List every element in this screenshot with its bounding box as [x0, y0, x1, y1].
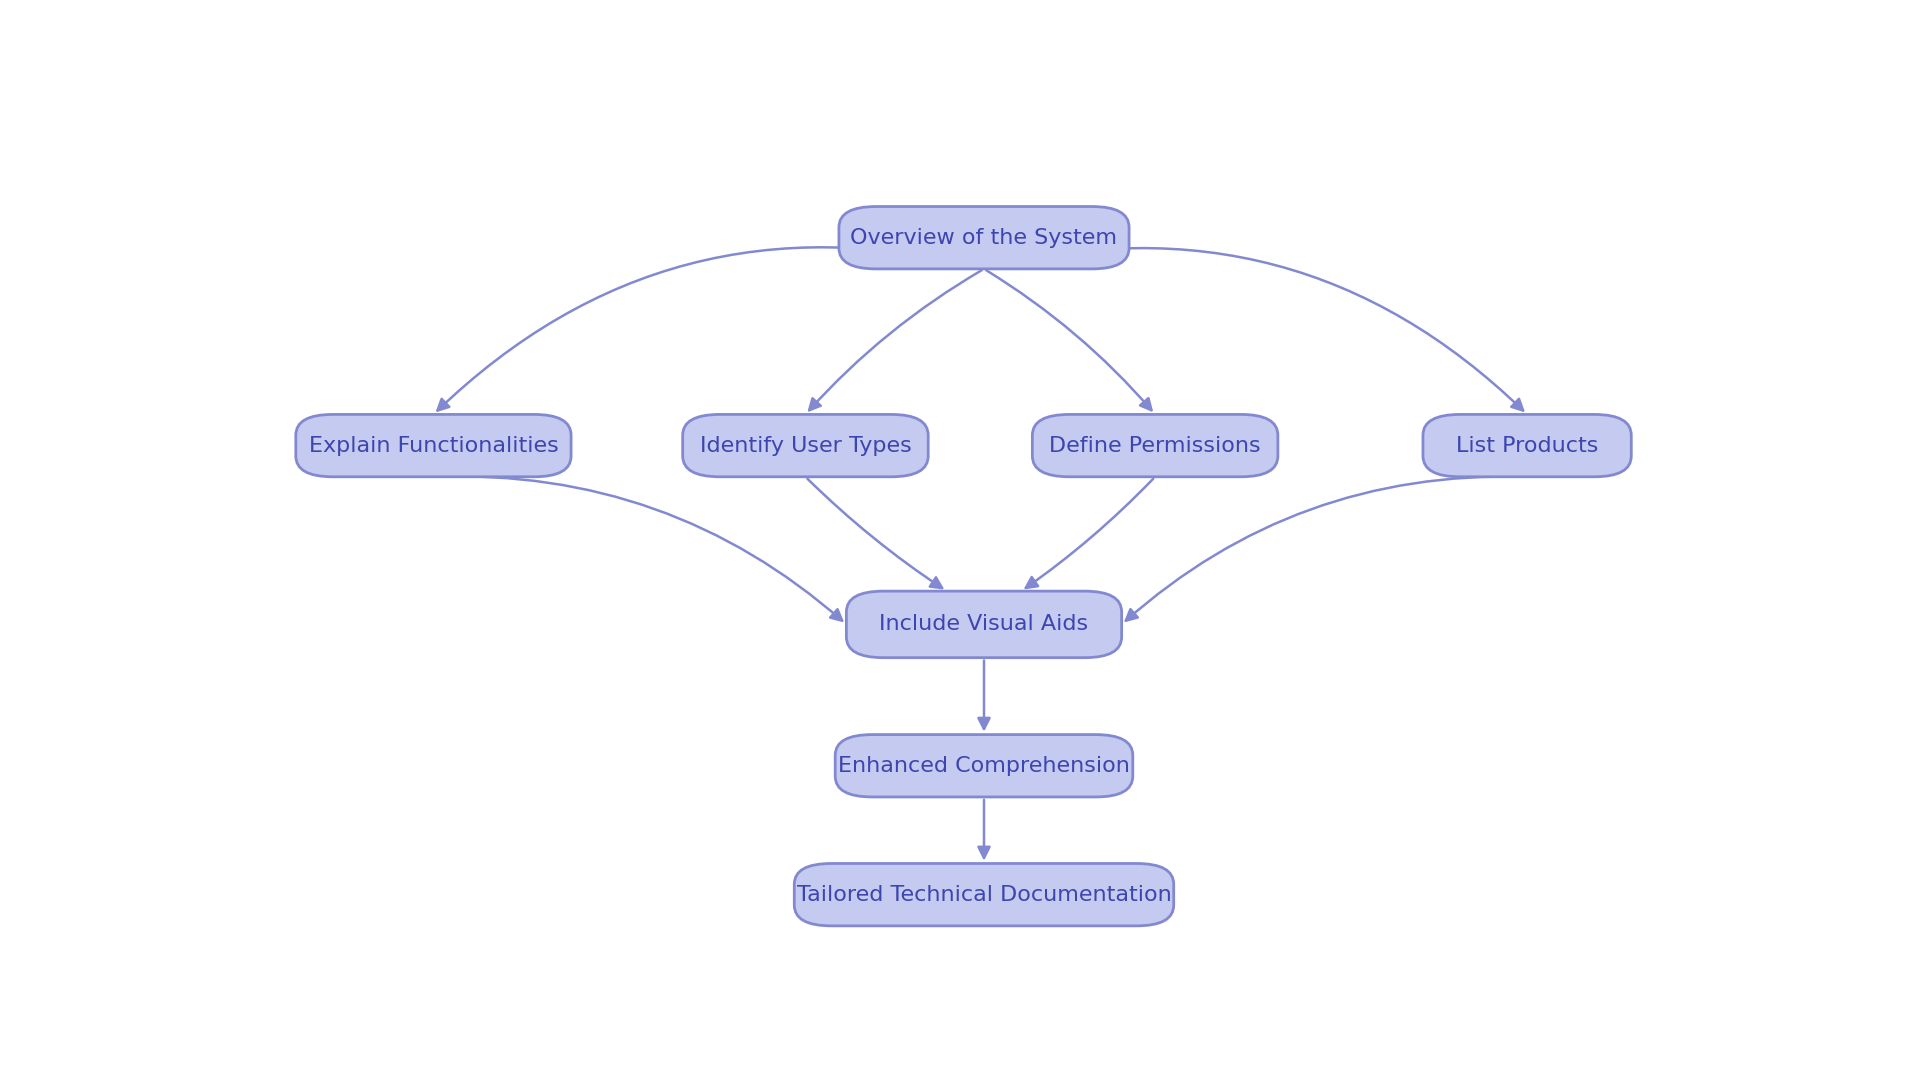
Text: Identify User Types: Identify User Types — [699, 435, 912, 456]
FancyBboxPatch shape — [1423, 415, 1632, 476]
Text: List Products: List Products — [1455, 435, 1597, 456]
Text: Overview of the System: Overview of the System — [851, 228, 1117, 247]
FancyBboxPatch shape — [839, 206, 1129, 269]
FancyBboxPatch shape — [847, 591, 1121, 658]
Text: Enhanced Comprehension: Enhanced Comprehension — [837, 756, 1131, 775]
FancyBboxPatch shape — [795, 864, 1173, 926]
FancyBboxPatch shape — [684, 415, 927, 476]
Text: Explain Functionalities: Explain Functionalities — [309, 435, 559, 456]
FancyBboxPatch shape — [296, 415, 570, 476]
Text: Define Permissions: Define Permissions — [1050, 435, 1261, 456]
Text: Include Visual Aids: Include Visual Aids — [879, 615, 1089, 634]
FancyBboxPatch shape — [1033, 415, 1279, 476]
FancyBboxPatch shape — [835, 734, 1133, 797]
Text: Tailored Technical Documentation: Tailored Technical Documentation — [797, 885, 1171, 905]
